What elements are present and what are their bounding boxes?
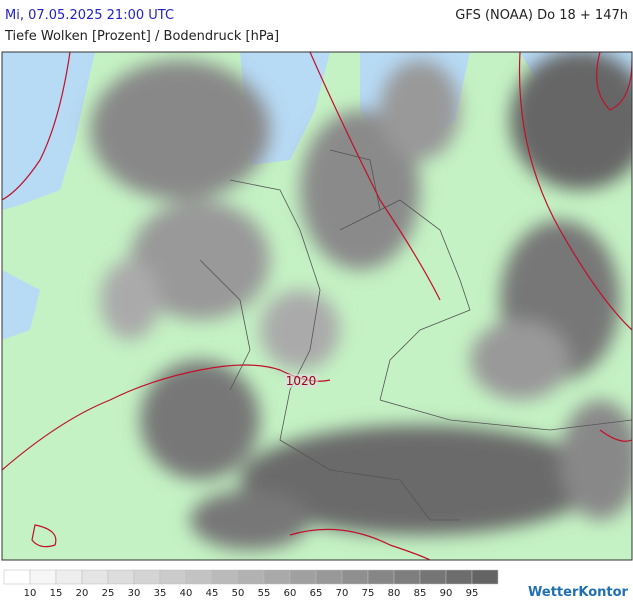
subtitle: Tiefe Wolken [Prozent] / Bodendruck [hPa…	[4, 29, 279, 44]
map: 1020	[2, 52, 632, 560]
map-frame	[1, 51, 633, 561]
sea	[2, 270, 40, 340]
legend-swatch	[81, 569, 109, 585]
sea	[2, 52, 95, 210]
legend-label: 45	[206, 588, 219, 599]
legend-label: 70	[336, 588, 349, 599]
legend-swatch	[419, 569, 447, 585]
legend-swatch	[393, 569, 421, 585]
legend-swatch	[445, 569, 473, 585]
legend: 10 15 20 25 30 35 40 45 50 55 60 65 70 75 80 85 90 95	[3, 569, 499, 599]
legend-label: 35	[154, 588, 167, 599]
legend-swatch	[237, 569, 265, 585]
legend-label: 40	[180, 588, 193, 599]
legend-swatch	[315, 569, 343, 585]
legend-swatch	[3, 569, 31, 585]
legend-swatch	[185, 569, 213, 585]
legend-label: 30	[128, 588, 141, 599]
legend-label: 95	[466, 588, 479, 599]
legend-swatch	[107, 569, 135, 585]
legend-label: 20	[76, 588, 89, 599]
label-bg	[284, 374, 318, 388]
legend-label: 85	[414, 588, 427, 599]
legend-label: 60	[284, 588, 297, 599]
isobars	[2, 52, 632, 560]
legend-label: 50	[232, 588, 245, 599]
legend-swatch	[289, 569, 317, 585]
datetime: Mi, 07.05.2025 21:00 UTC	[5, 8, 174, 23]
legend-swatch	[263, 569, 291, 585]
legend-label: 55	[258, 588, 271, 599]
legend-swatch	[159, 569, 187, 585]
borders	[199, 149, 632, 521]
legend-swatch	[55, 569, 83, 585]
legend-swatch	[211, 569, 239, 585]
legend-swatch	[133, 569, 161, 585]
legend-label: 10	[24, 588, 37, 599]
legend-label: 90	[440, 588, 453, 599]
legend-label: 25	[102, 588, 115, 599]
model-run: GFS (NOAA) Do 18 + 147h	[455, 8, 628, 23]
legend-swatch	[471, 569, 499, 585]
legend-swatch	[367, 569, 395, 585]
legend-swatch	[341, 569, 369, 585]
brand: WetterKontor	[528, 585, 629, 600]
legend-label: 15	[50, 588, 63, 599]
legend-label: 80	[388, 588, 401, 599]
legend-swatch	[29, 569, 57, 585]
isobar-label: 1020	[286, 374, 317, 388]
legend-label: 65	[310, 588, 323, 599]
legend-label: 75	[362, 588, 375, 599]
